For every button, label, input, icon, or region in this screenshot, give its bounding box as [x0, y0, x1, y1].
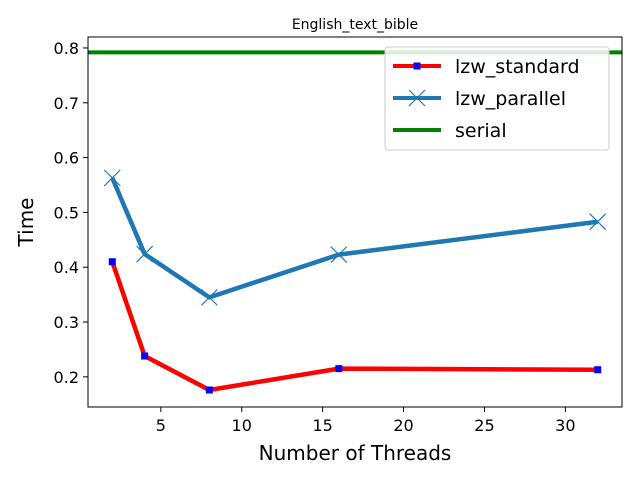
data-point-lzw_standard-3	[335, 365, 343, 373]
y-tick-label-0: 0.2	[54, 368, 79, 387]
data-point-lzw_standard-0	[108, 258, 116, 266]
y-tick-label-1: 0.3	[54, 313, 79, 332]
x-tick-label-1: 10	[232, 416, 252, 435]
data-point-lzw_parallel-2	[200, 288, 218, 306]
x-tick-label-3: 20	[393, 416, 413, 435]
data-point-lzw_standard-1	[141, 352, 149, 360]
legend-entry-serial: serial	[393, 120, 507, 142]
legend-marker-lzw_standard	[413, 62, 421, 70]
y-tick-label-6: 0.8	[54, 39, 79, 58]
legend-label-lzw_standard: lzw_standard	[455, 56, 580, 78]
legend-box	[384, 46, 610, 151]
data-point-lzw_parallel-1	[136, 245, 154, 263]
y-tick-label-4: 0.6	[54, 149, 79, 168]
data-point-lzw_parallel-3	[330, 246, 348, 264]
legend-entry-lzw_standard: lzw_standard	[393, 56, 580, 78]
x-tick-label-0: 5	[156, 416, 166, 435]
axes-frame	[87, 36, 623, 408]
x-tick-label-5: 30	[555, 416, 575, 435]
x-tick-label-4: 25	[474, 416, 494, 435]
x-axis: 5 10 15 20 25 30	[156, 407, 576, 435]
data-point-lzw_parallel-0	[103, 169, 121, 187]
y-axis: 0.2 0.3 0.4 0.5 0.6 0.7 0.8	[54, 39, 88, 387]
data-point-lzw_standard-4	[594, 366, 602, 374]
legend-label-lzw_parallel: lzw_parallel	[455, 88, 566, 110]
y-tick-label-3: 0.5	[54, 203, 79, 222]
legend-label-serial: serial	[455, 120, 507, 142]
data-point-lzw_parallel-4	[589, 213, 607, 231]
y-tick-label-5: 0.7	[54, 94, 79, 113]
x-axis-label: Number of Threads	[259, 441, 452, 465]
legend-marker-lzw_parallel	[408, 89, 426, 107]
legend-entry-lzw_parallel: lzw_parallel	[393, 88, 566, 110]
chart-title: English_text_bible	[292, 17, 418, 33]
x-tick-label-2: 15	[312, 416, 332, 435]
y-tick-label-2: 0.4	[54, 258, 79, 277]
data-point-lzw_standard-2	[205, 386, 213, 394]
y-axis-label: Time	[14, 198, 38, 248]
series-line-lzw_parallel	[110, 176, 599, 300]
